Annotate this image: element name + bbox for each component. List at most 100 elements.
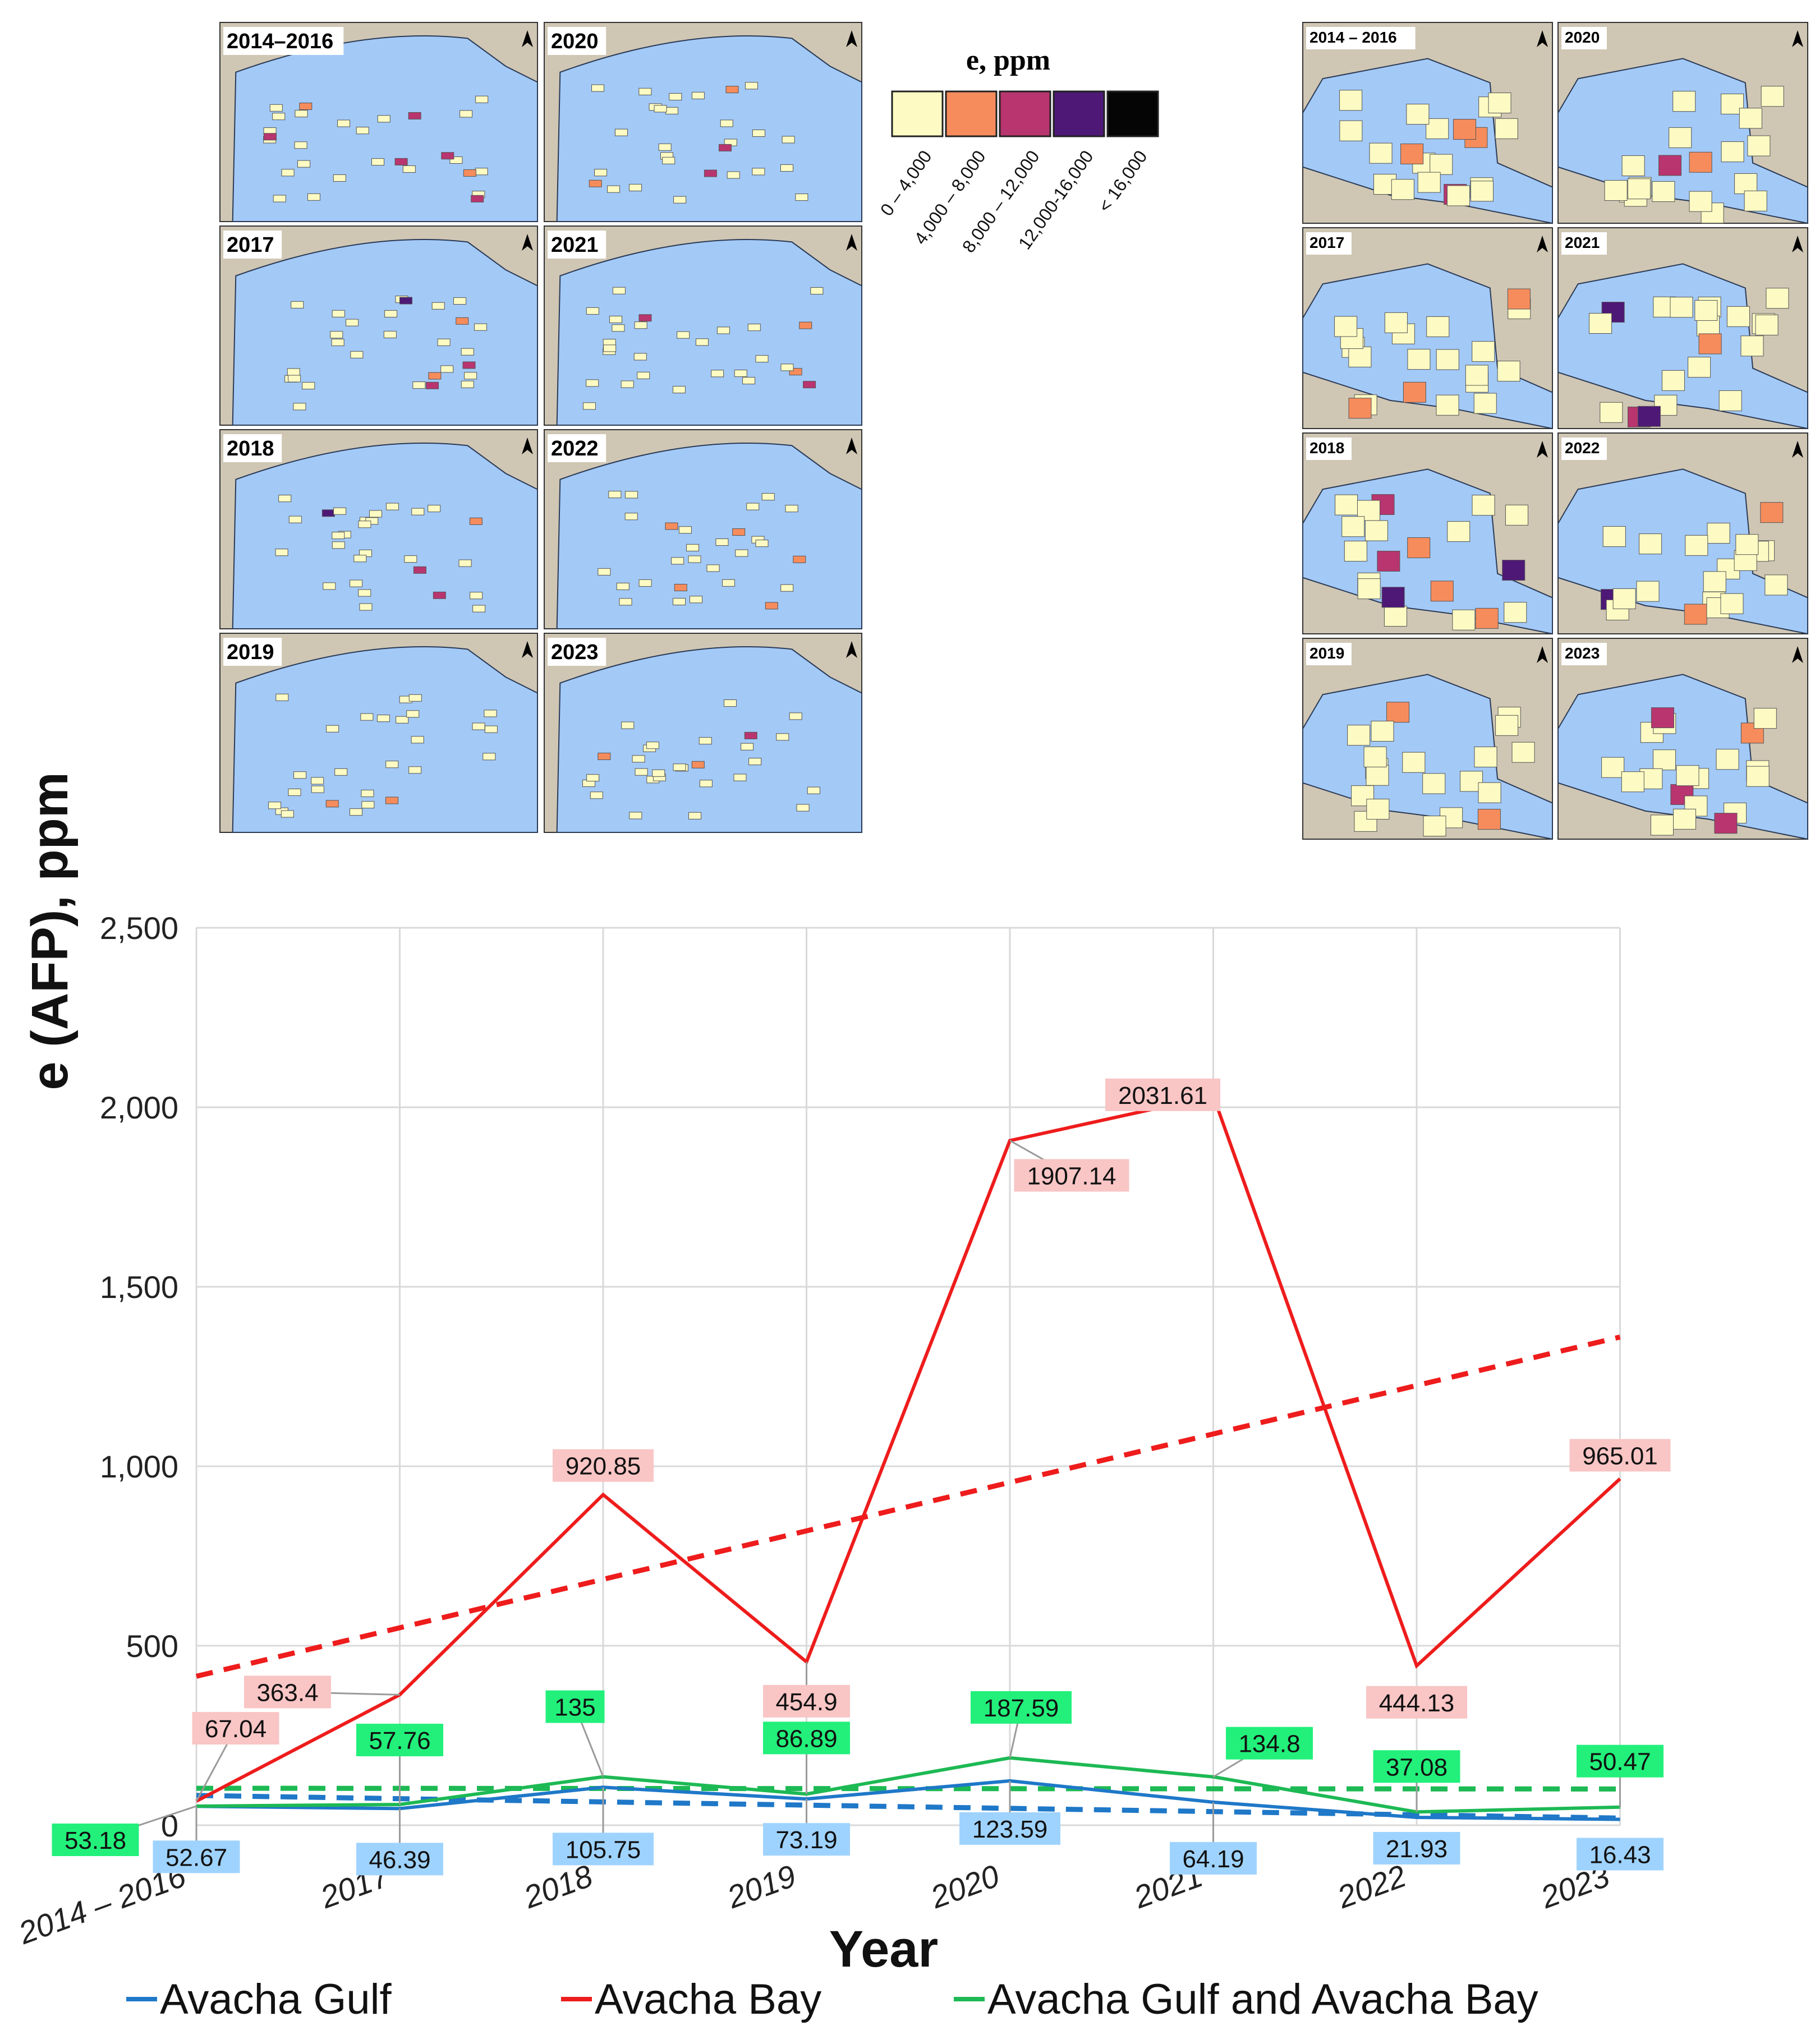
data-label: 21.93 <box>1386 1835 1448 1863</box>
north-arrow-icon <box>1537 236 1548 252</box>
north-arrow-icon <box>1537 646 1548 663</box>
data-label-box <box>1577 1744 1664 1778</box>
data-label-box <box>153 1840 240 1873</box>
series-line <box>196 1779 1620 1821</box>
data-label-box <box>1577 1838 1664 1871</box>
grid <box>195 927 1621 1826</box>
north-arrow-icon <box>846 30 857 47</box>
y-axis-title: e (AFP), ppm <box>21 772 79 1090</box>
color-scale-label: < 16,000 <box>1094 146 1151 215</box>
x-tick-label: 2019 <box>722 1858 801 1915</box>
inset-map-panel: 2021 <box>1557 227 1808 430</box>
inset-map-label: 2014–2016 <box>227 30 333 53</box>
data-label: 134.8 <box>1238 1730 1300 1758</box>
color-scale-swatch <box>945 90 998 137</box>
data-labels: 52.67 46.39 105.75 73.19 123.59 64.19 21.93 16.… <box>52 1078 1671 1876</box>
data-label-box <box>1170 1842 1257 1875</box>
inset-map-label: 2020 <box>1565 29 1600 46</box>
x-tick-label: 2018 <box>519 1858 598 1915</box>
data-label: 123.59 <box>972 1816 1048 1843</box>
color-scale-title: e, ppm <box>966 44 1050 76</box>
data-label: 46.39 <box>369 1846 430 1873</box>
data-label: 1907.14 <box>1027 1162 1116 1190</box>
inset-map-label: 2018 <box>1309 439 1344 457</box>
north-arrow-icon <box>1792 30 1803 47</box>
data-label-box <box>192 1712 279 1745</box>
data-label: 52.67 <box>166 1844 227 1871</box>
inset-map-panel: 2018 <box>1302 432 1553 635</box>
legend-entry: Avacha Gulf <box>160 1976 392 2023</box>
data-label-box <box>971 1691 1072 1724</box>
north-arrow-icon <box>1792 236 1803 252</box>
x-tick-label: 2020 <box>926 1858 1004 1915</box>
data-label: 105.75 <box>566 1836 641 1863</box>
x-axis-ticks: 2014 – 2016 2017 2018 2019 2020 2021 2022 2023 <box>13 1857 1614 1951</box>
data-label-box <box>1105 1078 1220 1111</box>
inset-maps-avacha-bay: 2014 – 2016 2020 2017 2021 2018 2022 2019 2023 <box>1302 22 1808 840</box>
north-arrow-icon <box>846 234 857 251</box>
data-label-box <box>244 1675 331 1709</box>
inset-map-label: 2019 <box>227 641 274 664</box>
data-label: 2031.61 <box>1118 1082 1207 1110</box>
y-tick-label: 1,000 <box>100 1449 178 1484</box>
data-label: 64.19 <box>1182 1845 1244 1873</box>
color-scale-swatch <box>891 90 944 137</box>
north-arrow-icon <box>1792 646 1803 663</box>
data-label-box <box>553 1449 654 1482</box>
color-scale-label: 0 – 4,000 <box>876 146 936 219</box>
inset-map-label: 2021 <box>551 233 599 257</box>
north-arrow-icon <box>1792 441 1803 458</box>
x-axis-title: Year <box>829 1921 938 1978</box>
inset-map-label: 2020 <box>551 30 599 53</box>
data-label-box <box>763 1684 850 1718</box>
color-scale-swatch <box>1053 90 1105 137</box>
inset-map-label: 2014 – 2016 <box>1309 29 1397 46</box>
data-label-box <box>763 1721 850 1755</box>
inset-map-label: 2022 <box>551 437 599 461</box>
series-line <box>196 1756 1620 1814</box>
data-label-box <box>356 1843 443 1876</box>
data-label-box <box>52 1823 139 1856</box>
inset-map-panel: 2020 <box>544 22 862 222</box>
data-label: 37.08 <box>1386 1753 1448 1781</box>
inset-map-label: 2022 <box>1565 439 1600 457</box>
inset-map-label: 2017 <box>227 233 274 257</box>
data-label: 67.04 <box>205 1715 266 1743</box>
data-label-box <box>1373 1750 1460 1783</box>
x-tick-label: 2022 <box>1332 1858 1411 1915</box>
inset-map-panel: 2023 <box>1557 638 1808 840</box>
inset-map-label: 2018 <box>227 437 274 461</box>
data-label: 454.9 <box>775 1688 837 1716</box>
data-label: 86.89 <box>775 1725 837 1752</box>
data-label-box <box>356 1724 443 1757</box>
data-label-box <box>959 1812 1060 1845</box>
data-label: 53.18 <box>65 1827 126 1854</box>
inset-map-label: 2021 <box>1565 234 1600 251</box>
inset-map-panel: 2017 <box>1302 227 1553 430</box>
inset-map-panel: 2014–2016 <box>219 22 538 222</box>
inset-map-label: 2023 <box>551 641 599 664</box>
legend: Avacha Gulf Avacha Bay Avacha Gulf and Ava… <box>126 1976 1538 2023</box>
inset-map-panel: 2019 <box>219 633 538 833</box>
north-arrow-icon <box>522 234 533 251</box>
inset-map-label: 2017 <box>1309 234 1344 251</box>
inset-map-panel: 2021 <box>544 225 862 426</box>
inset-map-label: 2019 <box>1309 644 1344 662</box>
data-label-box <box>1373 1831 1460 1865</box>
north-arrow-icon <box>522 438 533 454</box>
data-label: 965.01 <box>1582 1442 1658 1470</box>
data-label-box <box>1366 1686 1467 1719</box>
data-label: 920.85 <box>566 1453 641 1480</box>
y-tick-label: 2,500 <box>100 910 178 946</box>
legend-entry: Avacha Bay <box>595 1976 821 2023</box>
inset-map-panel: 2022 <box>1557 432 1808 635</box>
inset-map-label: 2023 <box>1565 644 1600 662</box>
y-tick-label: 2,000 <box>100 1090 178 1125</box>
data-label: 135 <box>554 1694 595 1721</box>
legend-entry: Avacha Gulf and Avacha Bay <box>987 1976 1538 2023</box>
north-arrow-icon <box>522 641 533 658</box>
data-label-box <box>1014 1159 1129 1192</box>
y-tick-label: 500 <box>126 1628 178 1664</box>
inset-map-panel: 2014 – 2016 <box>1302 22 1553 224</box>
